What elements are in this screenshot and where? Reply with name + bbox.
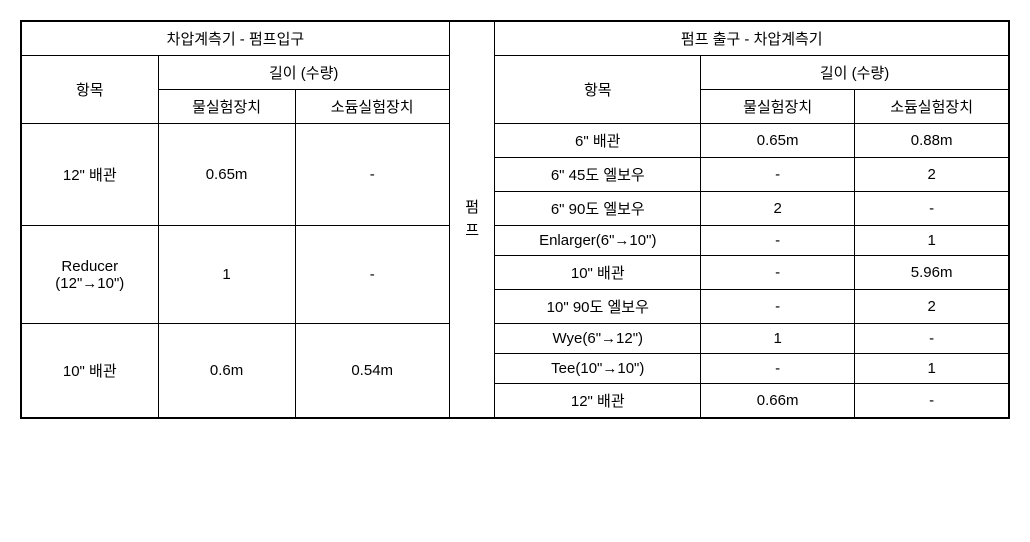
right-item: 6" 90도 엘보우 bbox=[495, 192, 701, 226]
left-v1: 1 bbox=[158, 226, 295, 324]
right-v1: - bbox=[701, 290, 855, 324]
left-sub1: 물실험장치 bbox=[158, 90, 295, 124]
right-item: Tee(10"→10") bbox=[495, 354, 701, 384]
right-v1: - bbox=[701, 226, 855, 256]
pump-spec-table: 차압계측기 - 펌프입구 펌프 펌프 출구 - 차압계측기 항목 길이 (수량)… bbox=[20, 20, 1010, 419]
right-item-header: 항목 bbox=[495, 56, 701, 124]
right-item: 10" 90도 엘보우 bbox=[495, 290, 701, 324]
right-item: 6" 45도 엘보우 bbox=[495, 158, 701, 192]
right-item: Wye(6"→12") bbox=[495, 324, 701, 354]
right-sub1: 물실험장치 bbox=[701, 90, 855, 124]
left-title: 차압계측기 - 펌프입구 bbox=[21, 21, 449, 56]
right-title: 펌프 출구 - 차압계측기 bbox=[495, 21, 1009, 56]
left-item: 12" 배관 bbox=[21, 124, 158, 226]
left-length-header: 길이 (수량) bbox=[158, 56, 449, 90]
right-v1: 0.65m bbox=[701, 124, 855, 158]
right-v1: - bbox=[701, 256, 855, 290]
right-v2: 0.88m bbox=[855, 124, 1009, 158]
right-v2: 2 bbox=[855, 158, 1009, 192]
right-item: 6" 배관 bbox=[495, 124, 701, 158]
pump-label: 펌프 bbox=[449, 21, 495, 418]
right-v2: 1 bbox=[855, 226, 1009, 256]
right-v1: 1 bbox=[701, 324, 855, 354]
right-sub2: 소듐실험장치 bbox=[855, 90, 1009, 124]
right-item: Enlarger(6"→10") bbox=[495, 226, 701, 256]
right-item: 10" 배관 bbox=[495, 256, 701, 290]
spec-table: 차압계측기 - 펌프입구 펌프 펌프 출구 - 차압계측기 항목 길이 (수량)… bbox=[20, 20, 1010, 419]
left-v2: - bbox=[295, 226, 449, 324]
right-item: 12" 배관 bbox=[495, 384, 701, 419]
left-sub2: 소듐실험장치 bbox=[295, 90, 449, 124]
right-v2: 5.96m bbox=[855, 256, 1009, 290]
right-v1: - bbox=[701, 158, 855, 192]
left-v2: 0.54m bbox=[295, 324, 449, 419]
right-v2: - bbox=[855, 192, 1009, 226]
left-item: Reducer(12"→10") bbox=[21, 226, 158, 324]
right-v1: 0.66m bbox=[701, 384, 855, 419]
right-v1: 2 bbox=[701, 192, 855, 226]
left-item-header: 항목 bbox=[21, 56, 158, 124]
right-v2: - bbox=[855, 324, 1009, 354]
right-v2: 2 bbox=[855, 290, 1009, 324]
left-v1: 0.6m bbox=[158, 324, 295, 419]
right-length-header: 길이 (수량) bbox=[701, 56, 1009, 90]
left-v1: 0.65m bbox=[158, 124, 295, 226]
right-v2: - bbox=[855, 384, 1009, 419]
left-v2: - bbox=[295, 124, 449, 226]
right-v2: 1 bbox=[855, 354, 1009, 384]
right-v1: - bbox=[701, 354, 855, 384]
left-item: 10" 배관 bbox=[21, 324, 158, 419]
